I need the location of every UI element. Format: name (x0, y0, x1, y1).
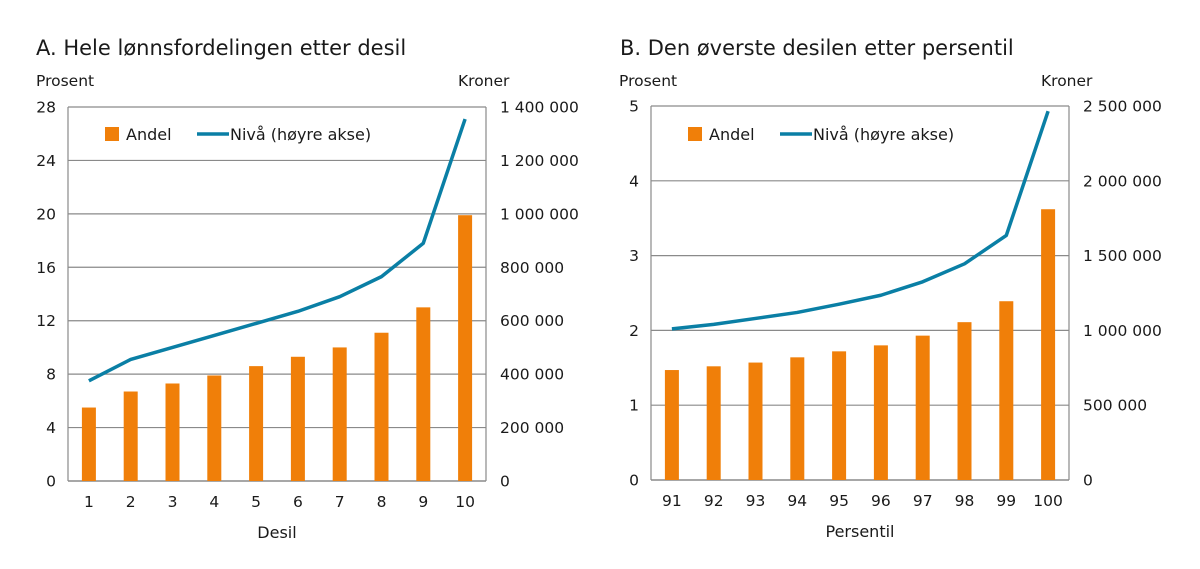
x-tick-label: 4 (209, 493, 219, 511)
x-tick-label: 94 (787, 492, 807, 510)
bar (664, 370, 679, 480)
x-tick-label: 91 (662, 492, 682, 510)
right-tick-label: 1 000 000 (1083, 322, 1162, 340)
bar (1041, 209, 1056, 480)
x-tick-label: 93 (746, 492, 766, 510)
right-tick-label: 1 000 000 (500, 205, 579, 223)
left-tick-label: 5 (629, 98, 639, 116)
left-tick-label: 3 (629, 247, 639, 265)
bar (249, 366, 264, 481)
left-tick-label: 4 (46, 419, 56, 437)
bar (873, 345, 888, 480)
left-tick-label: 12 (36, 312, 56, 330)
x-tick-label: 6 (293, 493, 303, 511)
bar (790, 357, 805, 480)
x-tick-label: 2 (126, 493, 136, 511)
x-tick-label: 5 (251, 493, 261, 511)
left-tick-label: 28 (36, 99, 56, 117)
x-tick-label: 99 (996, 492, 1016, 510)
bar (332, 347, 347, 481)
bar (123, 391, 138, 481)
x-tick-label: 95 (829, 492, 849, 510)
x-tick-label: 7 (335, 493, 345, 511)
x-tick-label: 98 (955, 492, 975, 510)
x-axis-label: Persentil (826, 522, 895, 541)
legend-swatch-bar (105, 127, 119, 141)
bar (748, 362, 763, 480)
left-tick-label: 16 (36, 259, 56, 277)
right-tick-label: 500 000 (1083, 397, 1147, 415)
chart-title: B. Den øverste desilen etter persentil (620, 36, 1014, 60)
chart-title: A. Hele lønnsfordelingen etter desil (36, 36, 406, 60)
bar (207, 375, 222, 481)
bar (416, 307, 431, 481)
chart-a: A. Hele lønnsfordelingen etter desil Pros… (36, 36, 579, 542)
right-tick-label: 1 500 000 (1083, 247, 1162, 265)
chart-b: B. Den øverste desilen etter persentil Pr… (619, 36, 1162, 541)
left-tick-label: 20 (36, 205, 56, 223)
left-tick-label: 0 (629, 472, 639, 490)
right-axis-label: Kroner (458, 72, 510, 90)
left-tick-label: 1 (629, 397, 639, 415)
x-tick-label: 1 (84, 493, 94, 511)
bar (374, 332, 389, 481)
left-tick-label: 24 (36, 152, 56, 170)
x-tick-label: 3 (168, 493, 178, 511)
right-tick-label: 800 000 (500, 259, 564, 277)
right-tick-label: 0 (1083, 472, 1093, 490)
bar (81, 407, 96, 481)
bar (706, 366, 721, 480)
bar (999, 301, 1014, 480)
left-axis-label: Prosent (36, 72, 94, 90)
bar (165, 383, 180, 481)
x-tick-label: 96 (871, 492, 891, 510)
legend-swatch-bar (688, 127, 702, 141)
left-tick-label: 8 (46, 366, 56, 384)
legend: Andel Nivå (høyre akse) (688, 125, 954, 144)
x-tick-label: 92 (704, 492, 724, 510)
x-tick-label: 9 (418, 493, 428, 511)
line-series (671, 110, 1050, 331)
left-axis-label: Prosent (619, 72, 677, 90)
legend-label-bar: Andel (126, 125, 172, 144)
left-tick-label: 0 (46, 473, 56, 491)
x-axis-label: Desil (257, 523, 296, 542)
bar (290, 356, 305, 481)
left-tick-label: 2 (629, 322, 639, 340)
bar (832, 351, 847, 480)
bar (957, 322, 972, 480)
right-tick-label: 2 000 000 (1083, 172, 1162, 190)
legend: Andel Nivå (høyre akse) (105, 125, 371, 144)
right-tick-label: 1 200 000 (500, 152, 579, 170)
legend-label-bar: Andel (709, 125, 755, 144)
legend-label-line: Nivå (høyre akse) (813, 125, 954, 144)
left-tick-label: 4 (629, 172, 639, 190)
right-tick-label: 400 000 (500, 366, 564, 384)
x-tick-label: 10 (455, 493, 475, 511)
right-tick-label: 0 (500, 473, 510, 491)
x-tick-label: 8 (377, 493, 387, 511)
bar (458, 215, 473, 481)
bar (915, 335, 930, 480)
right-axis-label: Kroner (1041, 72, 1093, 90)
legend-label-line: Nivå (høyre akse) (230, 125, 371, 144)
right-tick-label: 1 400 000 (500, 99, 579, 117)
right-tick-label: 200 000 (500, 419, 564, 437)
right-tick-label: 600 000 (500, 312, 564, 330)
line-series (88, 118, 467, 383)
right-tick-label: 2 500 000 (1083, 98, 1162, 116)
x-tick-label: 100 (1033, 492, 1063, 510)
x-tick-label: 97 (913, 492, 933, 510)
